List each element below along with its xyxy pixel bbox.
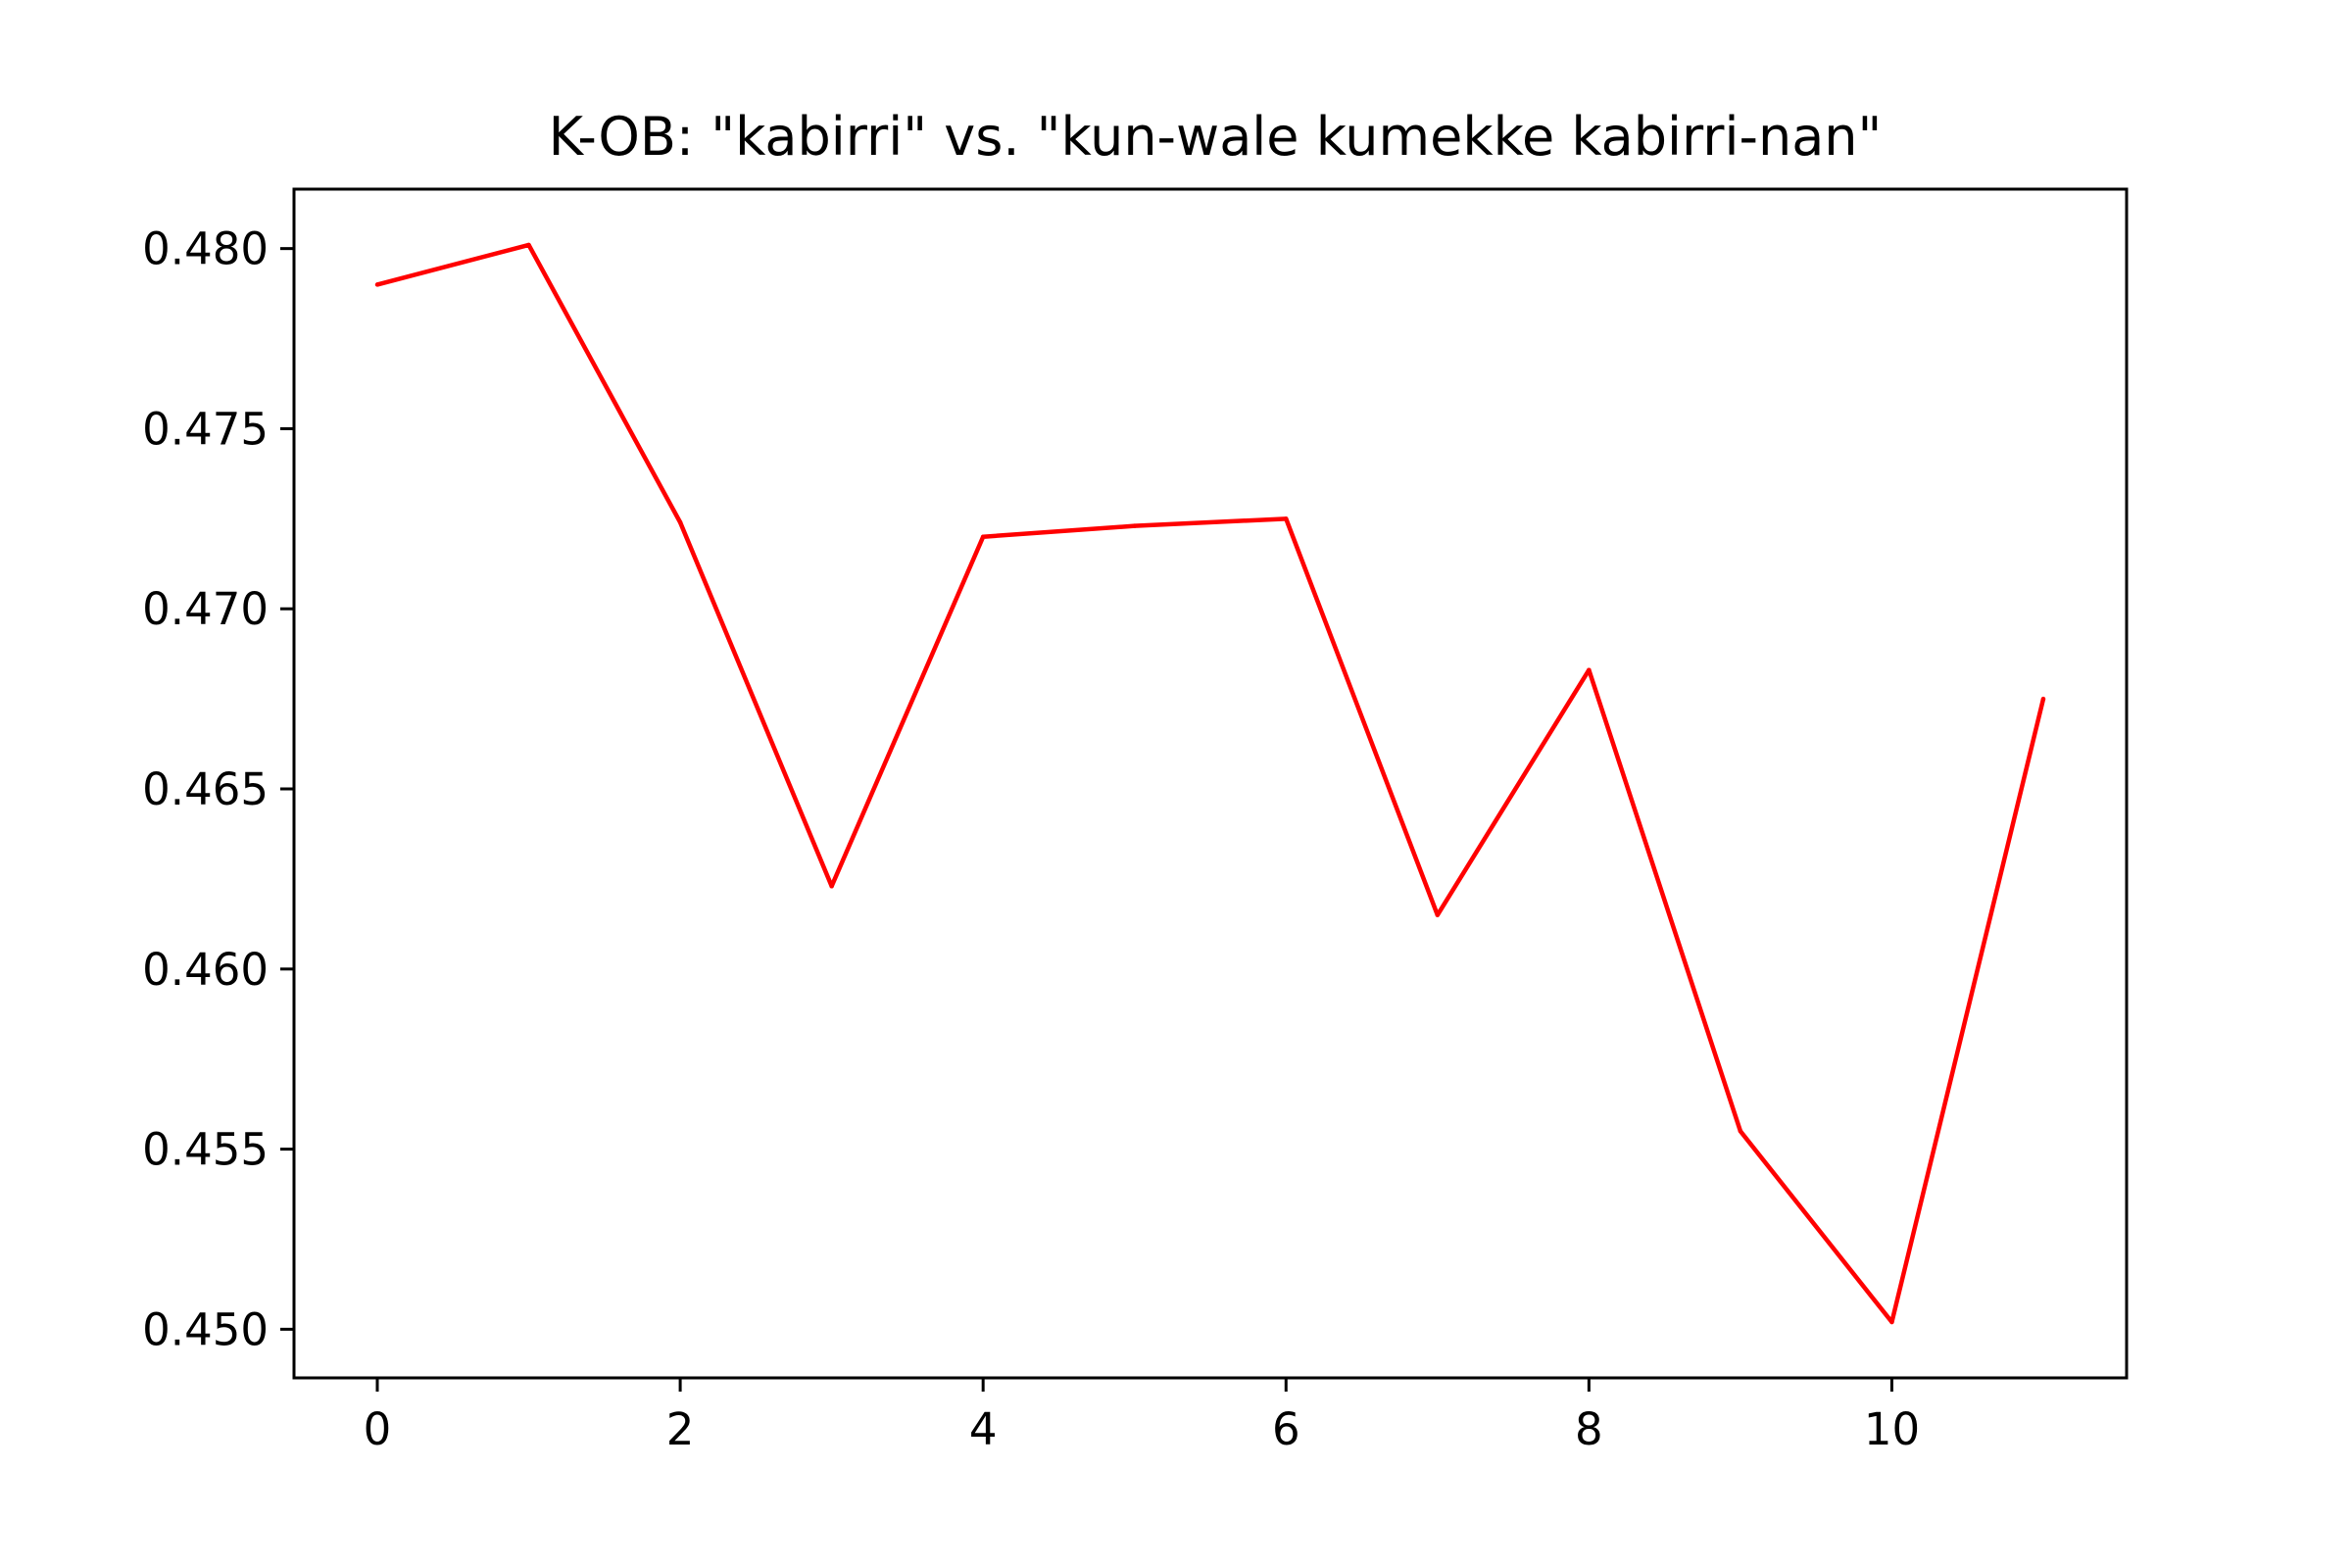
x-tick-label: 4 — [969, 1403, 998, 1455]
series-line — [376, 242, 2046, 1325]
data-point — [1435, 912, 1441, 917]
data-point — [374, 282, 380, 287]
x-tick-label: 8 — [1575, 1403, 1603, 1455]
data-point — [526, 242, 531, 248]
data-point — [980, 534, 986, 539]
y-tick-label: 0.455 — [142, 1124, 269, 1176]
data-point — [1132, 523, 1137, 528]
plot-area-frame — [292, 187, 2129, 1380]
y-tick-label: 0.460 — [142, 944, 269, 996]
x-tick-label: 0 — [364, 1403, 392, 1455]
y-tick-label: 0.480 — [142, 223, 269, 275]
x-tick-label: 10 — [1864, 1403, 1920, 1455]
x-tick-label: 2 — [666, 1403, 695, 1455]
y-tick-label: 0.465 — [142, 763, 269, 815]
y-tick-label: 0.450 — [142, 1303, 269, 1355]
data-point — [1284, 516, 1289, 521]
data-point — [1587, 667, 1592, 672]
y-axis-ticks: 0.450 0.455 0.460 0.465 0.470 0.475 0.480 — [142, 223, 294, 1355]
chart-title: K-OB: "kabirri" vs. "kun-wale kumekke ka… — [549, 106, 1883, 168]
y-tick-label: 0.475 — [142, 403, 269, 455]
series-layer — [374, 242, 2046, 1325]
x-tick-label: 6 — [1272, 1403, 1300, 1455]
data-point — [1889, 1319, 1894, 1325]
data-point — [677, 519, 683, 525]
data-point — [829, 884, 834, 889]
y-tick-label: 0.470 — [142, 583, 269, 635]
data-point — [2040, 696, 2046, 702]
x-axis-ticks: 0 2 4 6 8 10 — [364, 1378, 1920, 1455]
data-point — [1738, 1128, 1743, 1134]
